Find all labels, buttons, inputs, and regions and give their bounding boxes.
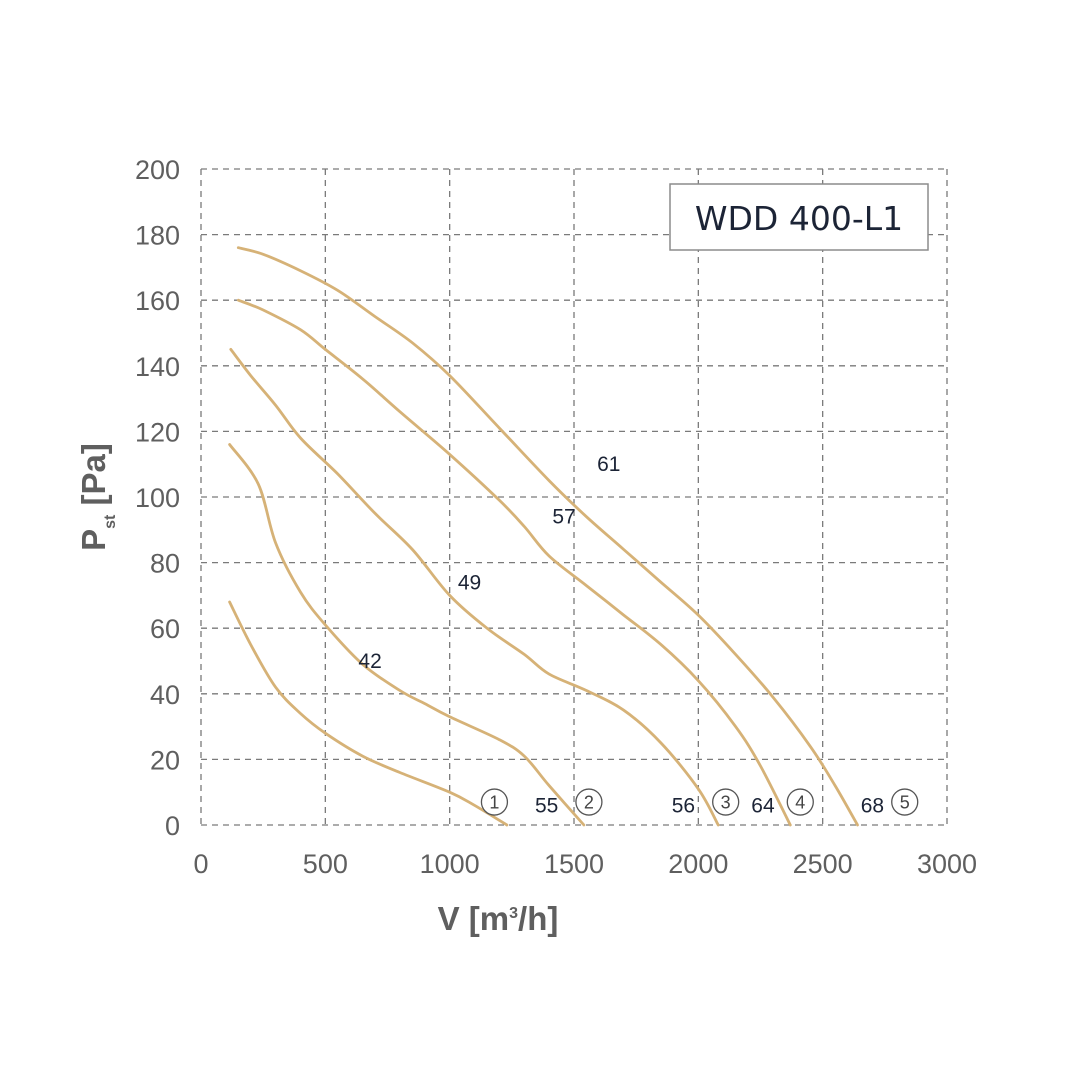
- curve-annotation: 64: [751, 794, 775, 817]
- marker-circle: [575, 788, 603, 816]
- marker-number: 3: [721, 793, 731, 813]
- curve-4: [236, 298, 792, 827]
- curve-3: [229, 348, 720, 827]
- x-tick-label: 3000: [917, 849, 977, 879]
- x-tick-label: 500: [303, 849, 348, 879]
- x-axis-title: V [m3/h]: [438, 900, 559, 937]
- marker-number: 2: [584, 793, 594, 813]
- y-tick-label: 200: [135, 155, 180, 185]
- circled-marker: 5: [891, 788, 919, 816]
- curve-2: [228, 443, 586, 827]
- curve-annotation: 56: [672, 794, 695, 817]
- y-tick-label: 160: [135, 286, 180, 316]
- curve-annotation: 61: [597, 453, 620, 476]
- y-tick-label: 60: [150, 614, 180, 644]
- curve-annotation: 42: [358, 650, 381, 673]
- y-tick-label: 100: [135, 483, 180, 513]
- y-tick-label: 120: [135, 417, 180, 447]
- y-tick-label: 40: [150, 680, 180, 710]
- y-tick-label: 180: [135, 221, 180, 251]
- marker-circle: [712, 788, 740, 816]
- marker-circle: [480, 788, 509, 816]
- x-tick-label: 1500: [544, 849, 604, 879]
- curve-annotation: 68: [861, 794, 884, 817]
- model-label-box: WDD 400-L1: [669, 183, 929, 251]
- x-tick-label: 2500: [793, 849, 853, 879]
- y-tick-label: 80: [150, 549, 180, 579]
- circled-marker: 2: [575, 788, 603, 816]
- y-axis-title: Pst [Pa]: [75, 443, 119, 551]
- y-tick-label: 0: [165, 811, 180, 841]
- circled-marker: 1: [480, 788, 509, 816]
- circled-marker: 3: [712, 788, 740, 816]
- curve-5: [236, 246, 859, 827]
- annotations: 42 49 57 61 55 56 64 68 1 2 3 4 5: [358, 453, 919, 817]
- y-tick-label: 140: [135, 352, 180, 382]
- marker-number: 1: [489, 793, 499, 813]
- circled-marker: 4: [786, 788, 814, 816]
- curve-annotation: 57: [552, 506, 575, 529]
- marker-circle: [786, 788, 814, 816]
- curve-annotation: 49: [458, 571, 481, 594]
- x-tick-label: 0: [193, 849, 208, 879]
- x-tick-label: 1000: [420, 849, 480, 879]
- model-label: WDD 400-L1: [695, 199, 903, 238]
- y-tick-label: 20: [150, 745, 180, 775]
- curves: [228, 246, 859, 827]
- marker-number: 4: [795, 793, 805, 813]
- marker-circle: [891, 788, 919, 816]
- curve-annotation: 55: [535, 794, 558, 817]
- curve-1: [228, 600, 509, 827]
- x-tick-label: 2000: [668, 849, 728, 879]
- marker-number: 5: [900, 793, 910, 813]
- grid: [200, 168, 948, 826]
- tick-labels: 0 500 1000 1500 2000 2500 3000 0 20 40 60 80 100 120 1…: [135, 155, 977, 879]
